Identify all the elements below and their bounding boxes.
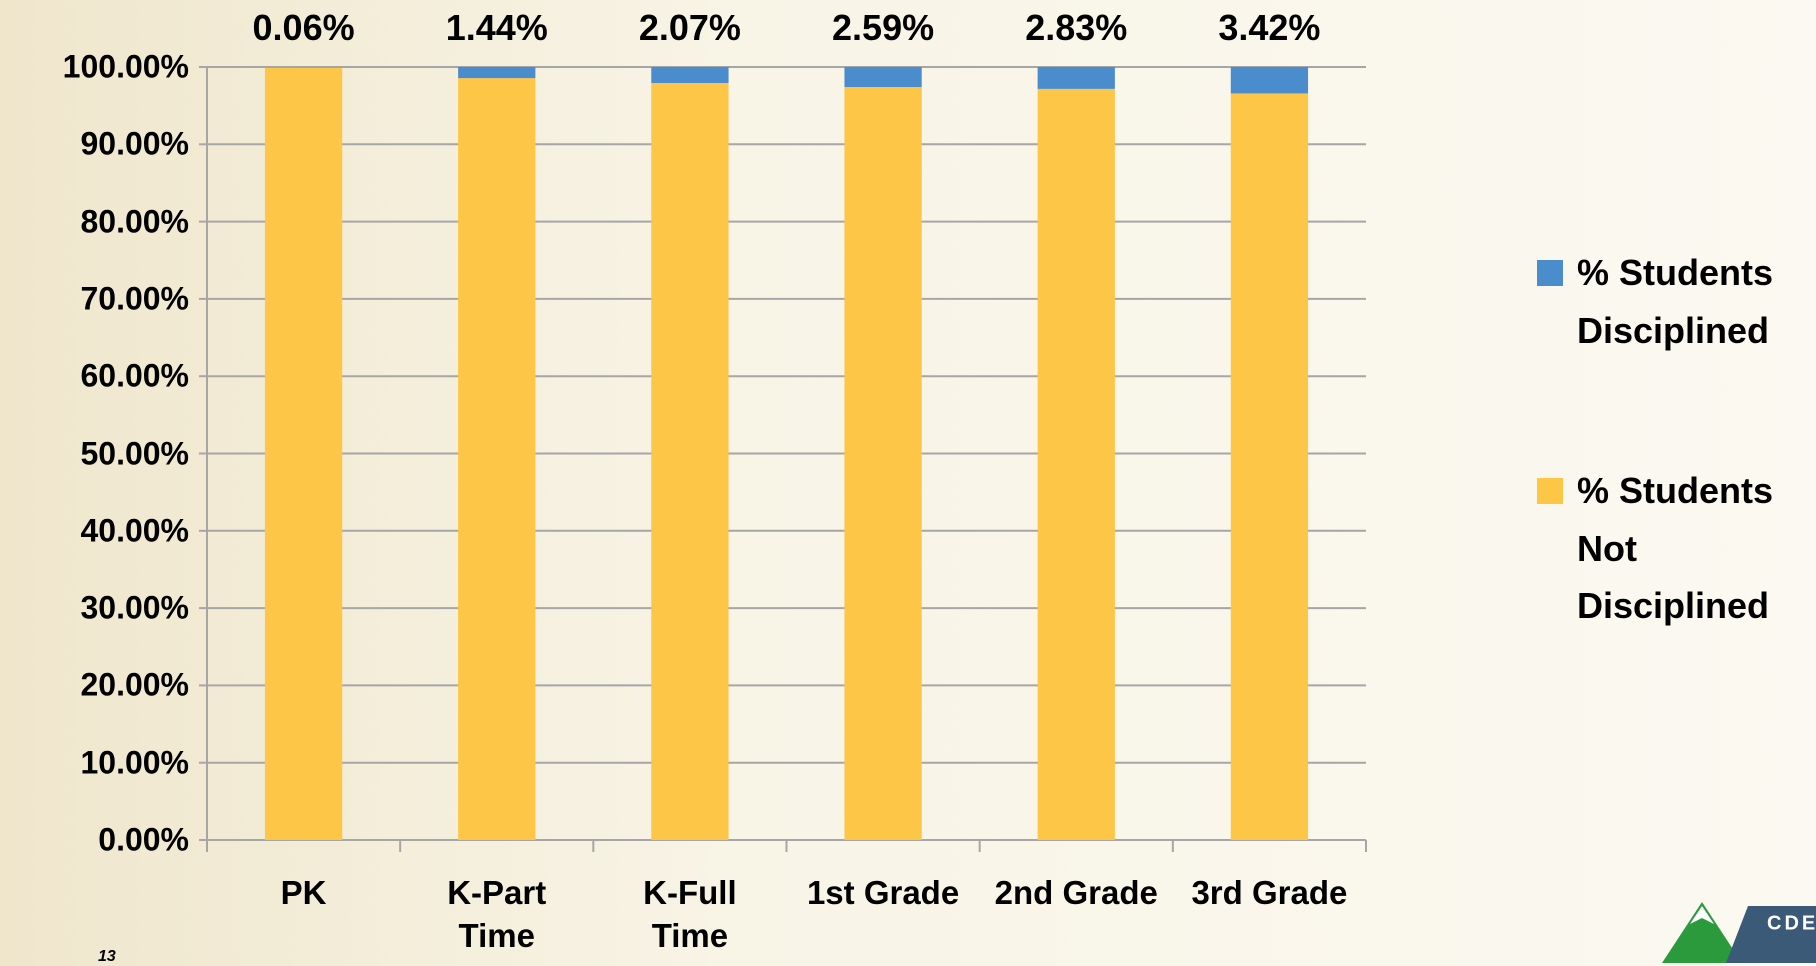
x-tick-label: 3rd Grade <box>1183 872 1356 915</box>
legend-label: % Students Disciplined <box>1577 244 1807 359</box>
bar-segment <box>458 67 535 78</box>
bar-segment <box>458 78 535 840</box>
value-label: 1.44% <box>402 7 592 49</box>
y-tick-label: 50.00% <box>19 435 189 472</box>
page-number: 13 <box>98 948 116 966</box>
value-label: 2.07% <box>595 7 785 49</box>
bar-segment <box>844 67 921 87</box>
bar-segment <box>265 67 342 840</box>
legend-swatch <box>1537 478 1563 504</box>
y-tick-label: 10.00% <box>19 744 189 781</box>
logo: CDE <box>1662 902 1816 963</box>
y-tick-label: 80.00% <box>19 203 189 240</box>
x-tick-label: 1st Grade <box>797 872 970 915</box>
y-tick-label: 100.00% <box>19 49 189 86</box>
x-tick-label: K-Part Time <box>410 872 583 958</box>
y-tick-label: 90.00% <box>19 126 189 163</box>
value-label: 3.42% <box>1174 7 1364 49</box>
bar-segment <box>651 83 728 840</box>
y-tick-label: 60.00% <box>19 358 189 395</box>
y-tick-label: 20.00% <box>19 667 189 704</box>
x-tick-label: K-Full Time <box>603 872 776 958</box>
bar-segment <box>844 87 921 840</box>
y-tick-label: 0.00% <box>19 822 189 859</box>
bar-segment <box>651 67 728 83</box>
x-tick-label: 2nd Grade <box>990 872 1163 915</box>
value-label: 2.59% <box>788 7 978 49</box>
x-tick-label: PK <box>217 872 390 915</box>
value-label: 2.83% <box>981 7 1171 49</box>
y-tick-label: 30.00% <box>19 590 189 627</box>
bar-segment <box>1038 89 1115 840</box>
y-tick-label: 40.00% <box>19 512 189 549</box>
bar-segment <box>1231 93 1308 840</box>
bar-segment <box>1231 67 1308 93</box>
logo-text: CDE <box>1767 912 1816 934</box>
value-label: 0.06% <box>209 7 399 49</box>
bar-segment <box>1038 67 1115 89</box>
legend-swatch <box>1537 260 1563 286</box>
legend-label: % Students Not Disciplined <box>1577 462 1807 635</box>
y-tick-label: 70.00% <box>19 280 189 317</box>
